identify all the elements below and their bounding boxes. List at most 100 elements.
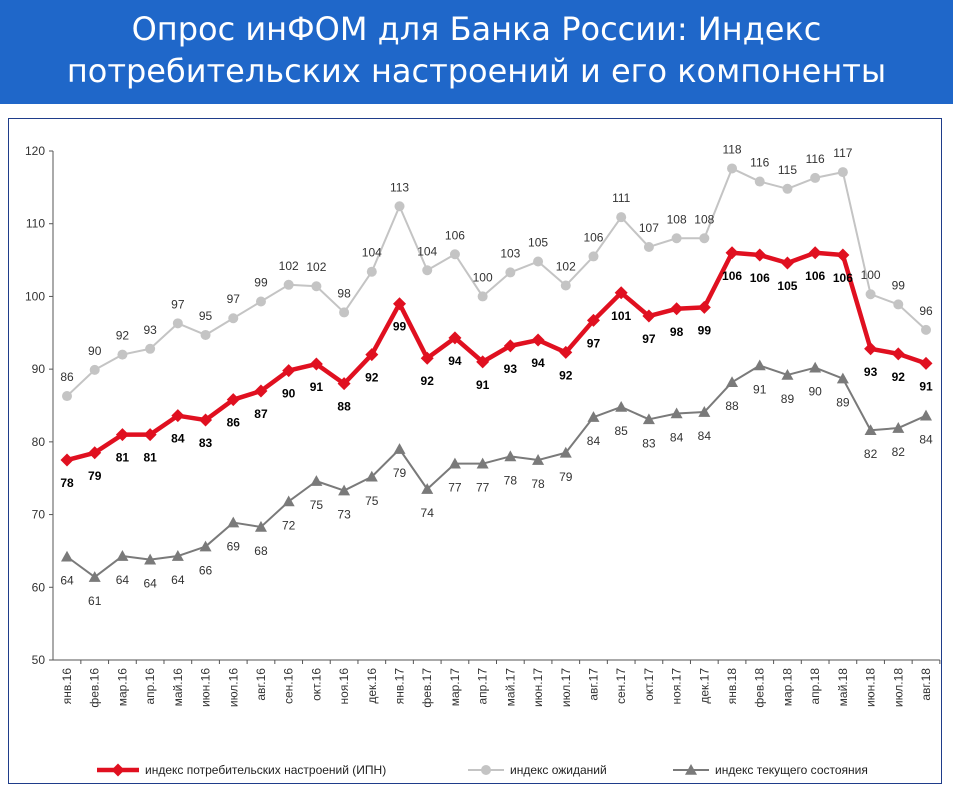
data-label-ipn: 99 [393, 320, 407, 334]
data-label-current: 77 [476, 481, 490, 495]
data-point-ipn [614, 286, 628, 300]
x-tick-label: окт.17 [642, 668, 656, 701]
data-point-current [642, 413, 655, 425]
x-tick-label: фев.16 [88, 668, 102, 708]
data-point-ipn [337, 377, 351, 391]
data-label-ipn: 84 [171, 432, 185, 446]
data-label-current: 83 [642, 436, 656, 450]
data-label-ipn: 92 [559, 368, 573, 382]
x-tick-label: авг.16 [254, 668, 268, 701]
data-point-current [532, 454, 545, 465]
data-label-ipn: 106 [750, 271, 770, 285]
x-tick-label: окт.16 [309, 668, 323, 701]
data-label-current: 73 [337, 508, 351, 522]
data-label-expectations: 97 [171, 297, 185, 311]
data-label-expectations: 117 [833, 146, 852, 160]
data-label-expectations: 103 [500, 246, 520, 260]
data-label-expectations: 106 [445, 228, 465, 242]
data-label-ipn: 90 [282, 387, 296, 401]
data-point-expectations [533, 256, 544, 267]
data-point-ipn [780, 256, 794, 270]
data-label-current: 88 [725, 399, 739, 413]
data-point-ipn [531, 333, 545, 347]
data-label-ipn: 106 [722, 269, 742, 283]
data-label-expectations: 100 [861, 268, 881, 282]
legend-label-expectations: индекс ожиданий [510, 763, 607, 777]
y-tick-label: 100 [25, 289, 45, 303]
data-point-ipn [448, 331, 462, 345]
data-point-current [393, 443, 406, 454]
data-point-expectations [394, 201, 405, 212]
data-label-expectations: 99 [892, 278, 906, 292]
data-label-expectations: 86 [60, 370, 74, 384]
data-label-ipn: 93 [864, 365, 878, 379]
data-label-ipn: 81 [116, 451, 130, 465]
y-tick-label: 70 [32, 508, 46, 522]
x-tick-label: авг.17 [586, 668, 600, 701]
x-tick-label: апр.18 [808, 668, 822, 705]
data-point-expectations [865, 289, 876, 300]
data-label-ipn: 86 [227, 416, 241, 430]
x-tick-label: сен.16 [282, 668, 296, 704]
data-label-current: 74 [421, 506, 435, 520]
y-tick-label: 120 [25, 144, 45, 158]
data-label-expectations: 90 [88, 344, 102, 358]
data-point-current [227, 516, 240, 528]
data-point-ipn [171, 409, 185, 423]
data-label-ipn: 81 [143, 451, 157, 465]
page-title-line-1: Опрос инФОМ для Банка России: Индекс [131, 10, 822, 48]
data-label-expectations: 97 [227, 292, 241, 306]
x-tick-label: июн.16 [199, 668, 213, 707]
data-label-ipn: 99 [698, 323, 712, 337]
data-point-expectations [89, 364, 100, 375]
data-point-expectations [422, 265, 433, 276]
data-point-ipn [559, 345, 573, 359]
y-tick-label: 110 [26, 217, 45, 231]
x-tick-label: дек.17 [697, 668, 711, 704]
data-point-current [338, 484, 351, 496]
data-label-current: 64 [60, 574, 74, 588]
data-point-expectations [782, 183, 793, 194]
data-label-expectations: 115 [778, 163, 797, 177]
data-point-expectations [893, 299, 904, 310]
data-point-ipn [476, 355, 490, 369]
data-label-expectations: 92 [116, 329, 130, 343]
data-point-current [670, 407, 683, 419]
data-point-current [476, 457, 489, 469]
data-label-expectations: 108 [694, 212, 714, 226]
data-point-ipn [282, 364, 296, 378]
data-label-expectations: 105 [528, 236, 548, 250]
data-point-current [282, 495, 295, 507]
data-label-expectations: 98 [337, 286, 351, 300]
data-point-current [365, 470, 378, 482]
chart-panel: 50 60 70 80 90 100 110 120 янв.16 фев.16 мар.16 апр… [8, 118, 942, 784]
data-label-current: 79 [559, 470, 573, 484]
data-point-ipn [891, 347, 905, 361]
data-point-expectations [62, 391, 72, 402]
data-point-current [199, 540, 212, 552]
x-tick-label: июл.18 [891, 668, 905, 707]
data-point-ipn [115, 428, 129, 442]
data-label-ipn: 91 [919, 379, 933, 393]
data-point-current [171, 550, 184, 561]
data-point-expectations [588, 251, 599, 262]
data-point-expectations [228, 313, 239, 324]
data-point-expectations [339, 307, 350, 318]
x-tick-label: ноя.17 [670, 668, 684, 705]
x-tick-label: апр.17 [476, 668, 490, 705]
data-point-current [753, 359, 766, 371]
x-tick-label: июл.16 [226, 668, 240, 707]
data-label-current: 91 [753, 383, 767, 397]
data-label-current: 82 [892, 445, 906, 459]
data-label-expectations: 102 [279, 259, 299, 273]
data-label-current: 64 [171, 573, 185, 587]
data-label-ipn: 94 [448, 354, 462, 368]
y-tick-label: 90 [32, 362, 46, 376]
data-point-ipn [586, 313, 600, 327]
data-label-current: 64 [116, 573, 130, 587]
data-label-current: 78 [504, 473, 518, 487]
data-point-current [559, 446, 572, 458]
data-point-current [781, 368, 794, 380]
data-label-current: 82 [864, 447, 878, 461]
x-tick-label: апр.16 [143, 668, 157, 705]
